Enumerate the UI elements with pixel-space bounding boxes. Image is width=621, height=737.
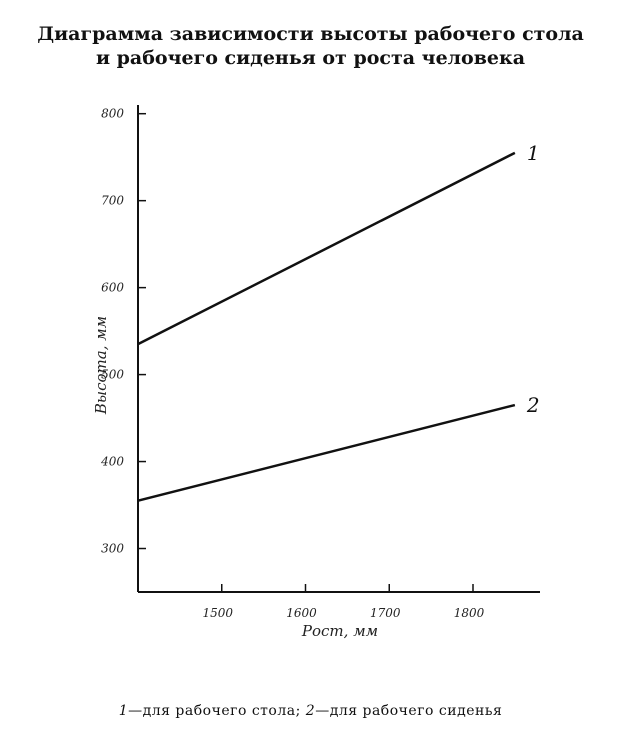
x-tick-label: 1500 (202, 606, 233, 620)
series-label-2: 2 (526, 393, 540, 417)
caption-text-2: —для рабочего сиденья (315, 703, 503, 719)
y-axis-label: Высота, мм (92, 316, 110, 415)
series-label-1: 1 (527, 141, 540, 165)
chart-subtitle: и рабочего сиденья от роста человека (95, 47, 526, 69)
series-line-2 (137, 403, 516, 502)
x-axis-label: Рост, мм (301, 622, 378, 640)
x-tick-label: 1800 (454, 606, 485, 620)
y-tick-label: 800 (101, 107, 124, 121)
caption-num-2: 2 (305, 703, 316, 719)
x-axis-ticks: 1500 1600 1700 1800 (202, 584, 485, 620)
chart-caption: 1—для рабочего стола; 2—для рабочего сид… (0, 703, 621, 719)
y-tick-label: 500 (101, 368, 124, 382)
chart-title: Диаграмма зависимости высоты рабочего ст… (37, 23, 584, 45)
series-lines: 12 (137, 141, 540, 502)
y-tick-label: 600 (101, 281, 124, 295)
x-tick-label: 1700 (370, 606, 401, 620)
y-tick-label: 400 (100, 455, 124, 469)
chart-title-block: Диаграмма зависимости высоты рабочего ст… (0, 22, 621, 70)
y-tick-label: 700 (101, 194, 124, 208)
y-tick-label: 300 (101, 542, 124, 556)
chart-axes (137, 105, 540, 593)
caption-num-1: 1 (118, 703, 129, 719)
y-axis-ticks: 300 400 500 600 700 800 (100, 107, 146, 556)
x-tick-label: 1600 (286, 606, 317, 620)
caption-text-1: —для рабочего стола; (128, 703, 301, 719)
series-line-1 (137, 151, 516, 346)
